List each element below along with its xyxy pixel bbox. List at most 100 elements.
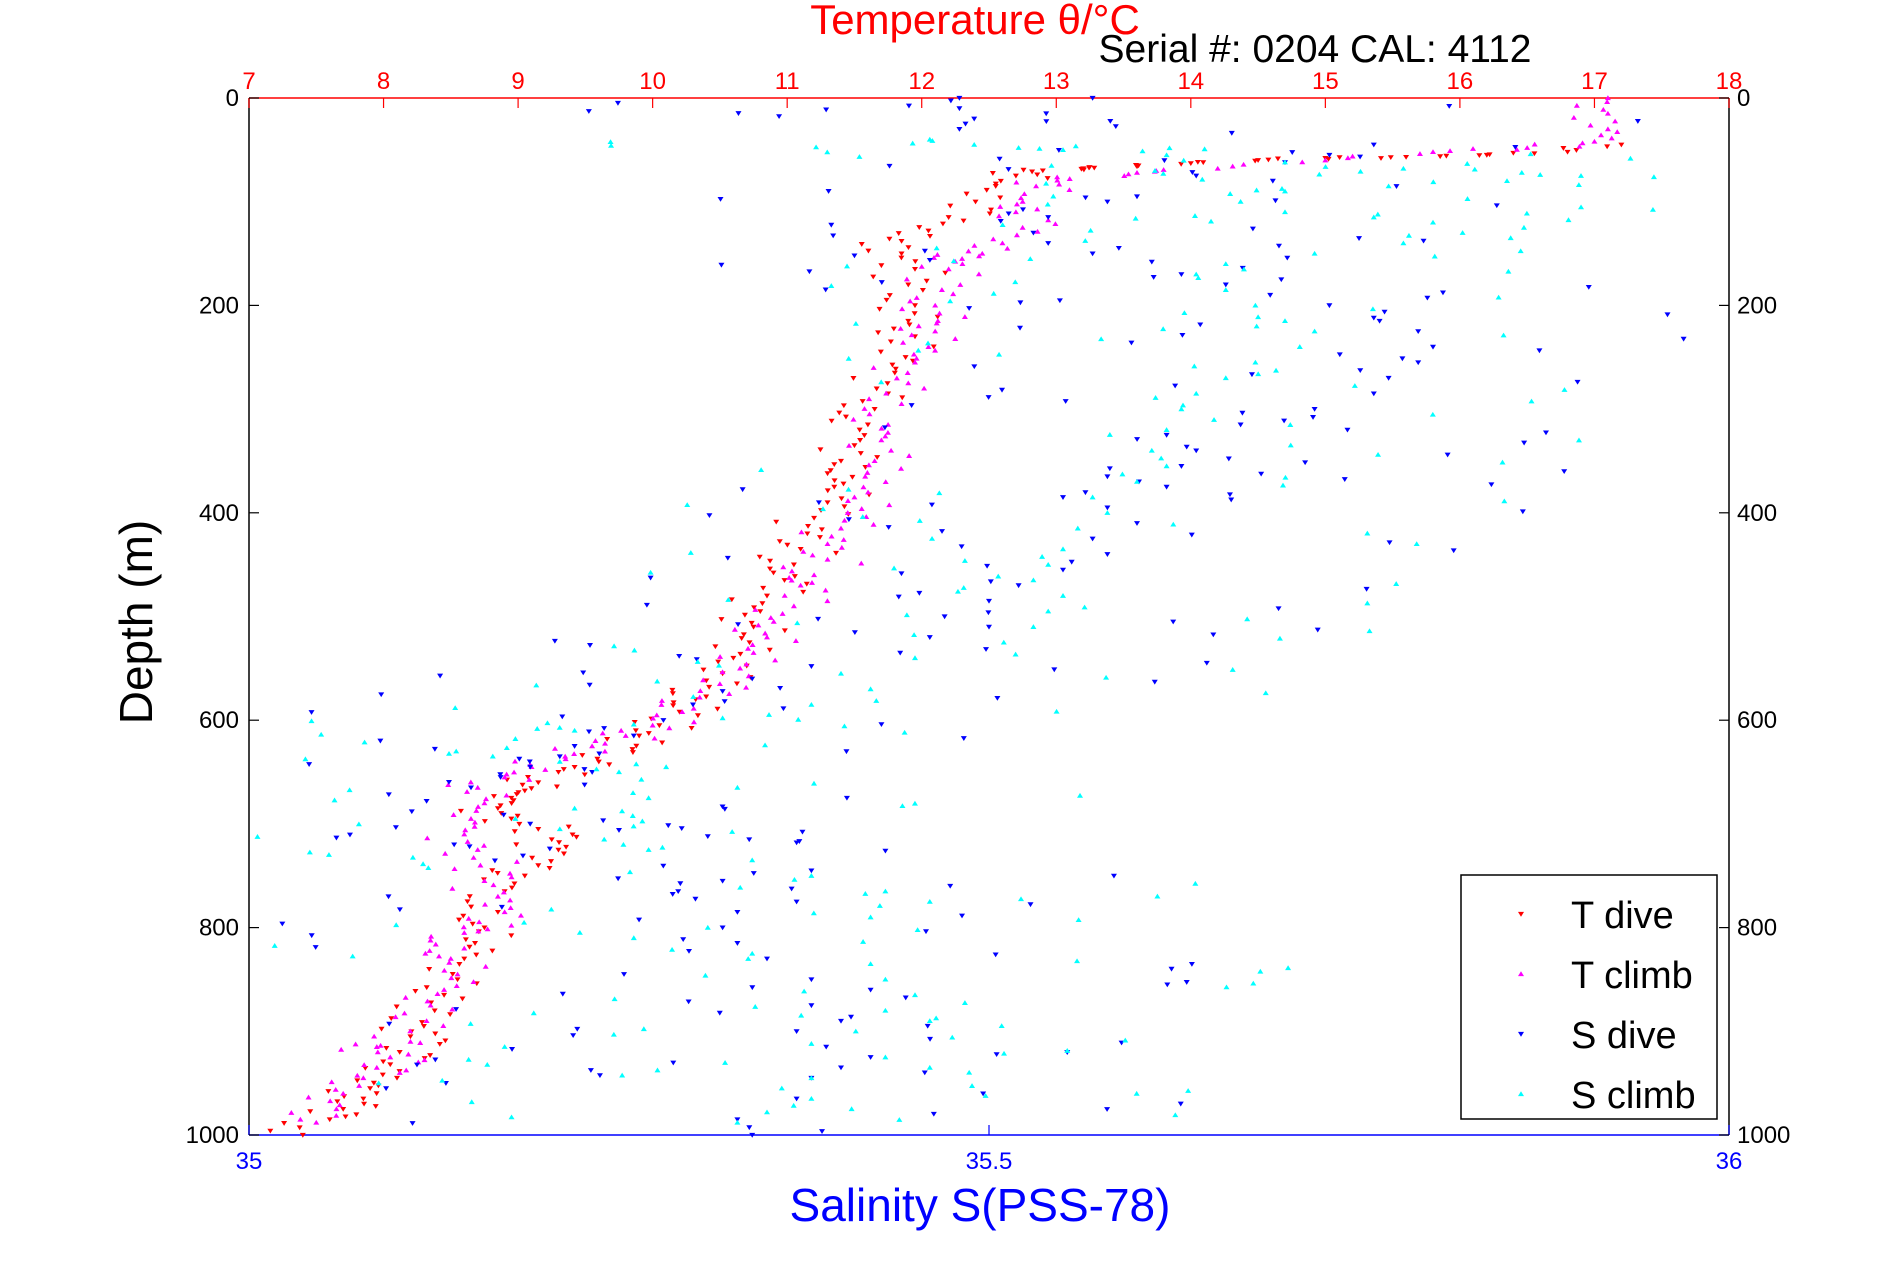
data-point [396,907,403,913]
data-point [596,751,603,757]
data-point [717,196,724,202]
data-point [647,569,654,575]
data-point [843,795,850,801]
data-point [396,1049,403,1055]
data-point [715,659,722,665]
data-point [1252,359,1259,365]
data-point [375,1080,382,1086]
data-point [1464,196,1471,201]
data-point [706,684,713,690]
data-point [1429,411,1436,417]
data-point [1255,314,1262,320]
data-point [925,340,932,346]
data-point [1013,179,1020,185]
data-point [1223,984,1230,990]
data-point [1043,111,1050,117]
data-point [267,1128,274,1134]
data-point [913,295,920,300]
data-point [669,892,676,897]
data-point [870,274,877,280]
data-point [1512,145,1519,150]
data-point [878,425,885,431]
data-point [461,831,468,837]
data-point [546,846,553,852]
data-point [685,999,692,1005]
data-point [717,654,724,659]
data-point [1357,368,1364,374]
data-point [441,967,448,973]
data-point [466,894,473,900]
data-point [1296,344,1303,349]
data-point [1386,540,1393,546]
axis-ticks: 7 8 9 10 11 12 13 14 15 16 17 18 35 35.5 36 0 0 200 200 400… [186,68,1791,1175]
data-point [1326,303,1333,309]
data-point [1183,444,1190,450]
data-point [966,1069,973,1075]
data-point [788,577,795,583]
data-point [302,756,309,762]
data-point [983,187,990,193]
data-point [886,236,893,242]
data-point [1364,600,1371,606]
data-point [1227,191,1234,196]
data-point [1618,142,1625,148]
data-point [318,731,325,737]
data-point [959,913,966,919]
data-point [333,1112,340,1118]
data-point [1282,318,1288,324]
data-point [424,998,431,1004]
data-point [867,686,874,692]
data-point [1431,253,1438,259]
data-point [1139,148,1146,154]
data-point [421,1057,428,1063]
tick-label-depth-right: 200 [1737,292,1777,319]
data-point [1416,151,1423,156]
data-point [1154,893,1161,899]
data-point [766,566,773,572]
data-point [851,494,858,500]
data-point [1357,168,1364,174]
data-point [884,429,891,435]
data-point [565,824,572,830]
data-point [767,558,774,564]
data-point [461,930,468,935]
data-point [1077,792,1084,798]
data-point [898,401,905,407]
data-point [1374,211,1381,217]
data-point [878,722,885,728]
data-point [793,899,800,905]
data-point [548,906,555,912]
data-point [806,269,813,275]
data-point [472,941,479,946]
data-point [934,314,941,320]
data-point [857,451,864,456]
data-point [722,1060,729,1065]
data-point [800,589,807,595]
data-point [905,245,912,250]
data-point [766,647,773,653]
data-point [909,140,916,146]
data-point [867,1055,874,1060]
data-point [675,889,682,895]
data-point [960,736,967,741]
data-point [527,764,534,770]
data-point [514,813,521,819]
data-point [941,614,948,620]
data-point [346,787,353,793]
data-point [1172,383,1179,389]
data-point [427,1053,434,1058]
data-point [1168,966,1175,972]
data-point [956,95,963,101]
data-point [875,330,882,336]
data-point [1080,167,1087,173]
data-point [1634,119,1641,124]
data-point [815,500,822,506]
data-point [1125,171,1132,177]
data-point [1376,318,1383,324]
data-point [1495,294,1502,300]
data-point [413,1062,420,1068]
tick-label-temperature: 11 [775,68,800,95]
data-point [743,684,750,690]
data-point [481,819,488,824]
data-point [1311,250,1318,256]
